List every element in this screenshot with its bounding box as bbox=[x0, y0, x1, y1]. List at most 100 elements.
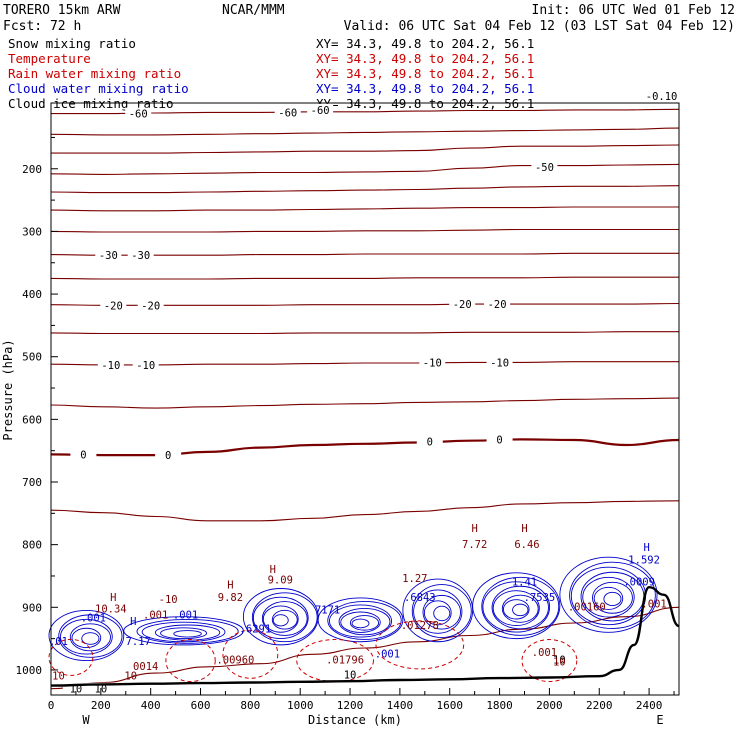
field-value-label: H bbox=[521, 523, 527, 535]
cloud-water-contour bbox=[559, 556, 658, 633]
legend-label-cloud-water: Cloud water mixing ratio bbox=[8, 81, 189, 96]
isotherm-line bbox=[51, 144, 680, 154]
isotherm-label-bg bbox=[274, 106, 301, 118]
isotherm-line bbox=[50, 206, 679, 212]
cloud-water-contour bbox=[160, 627, 208, 640]
cloud-water-contour bbox=[492, 590, 540, 626]
x-tick-label: 800 bbox=[240, 699, 260, 712]
isotherm-label-bg bbox=[416, 435, 443, 447]
field-value-label: 1.41 bbox=[512, 576, 537, 588]
isotherm-label: 0 bbox=[427, 436, 433, 448]
isotherm-label-bg bbox=[155, 449, 182, 461]
cloud-water-contour bbox=[252, 596, 309, 640]
cloud-water-contour bbox=[136, 619, 239, 644]
isotherm-label-bg bbox=[97, 358, 124, 370]
field-value-label: H bbox=[643, 542, 649, 554]
x-axis-label: Distance (km) bbox=[308, 713, 402, 727]
rain-contour bbox=[296, 639, 374, 683]
isotherm-label-bg bbox=[546, 653, 573, 665]
rain-contour bbox=[375, 620, 465, 670]
x-axis-ticks: 0 200 400 600 800 1000 1200 1400 1600 1800 2000 220… bbox=[48, 688, 675, 712]
cloud-water-contour bbox=[582, 576, 635, 618]
cloud-water-contour bbox=[569, 561, 656, 629]
cloud-water-contour bbox=[340, 611, 381, 633]
rain-contour bbox=[222, 629, 279, 679]
isotherm-label: 10 bbox=[553, 654, 566, 666]
field-value-label: .001 bbox=[143, 610, 168, 622]
cloud-water-contour bbox=[272, 614, 289, 627]
field-value-label: H bbox=[270, 564, 276, 576]
isotherm-label-bg bbox=[484, 298, 511, 310]
field-value-label: 0014 bbox=[133, 661, 158, 673]
field-value-label: -10 bbox=[159, 594, 178, 606]
y-axis-ticks: 200 300 400 500 600 700 800 900 1000 bbox=[16, 136, 58, 677]
isotherm-label: 0 bbox=[80, 449, 86, 461]
isotherm-label: 0 bbox=[165, 450, 171, 462]
isotherm-label: -60 bbox=[129, 109, 148, 121]
cloud-water-contour bbox=[433, 605, 451, 622]
isotherm-label-bg bbox=[419, 356, 446, 368]
field-value-label: .00960 bbox=[216, 655, 254, 667]
isotherm-label-bg bbox=[132, 358, 159, 370]
x-tick-label: 0 bbox=[48, 699, 55, 712]
legend: Snow mixing ratio XY= 34.3, 49.8 to 204.… bbox=[8, 36, 534, 111]
isotherm-line bbox=[51, 108, 680, 115]
cloud-water-contour bbox=[349, 615, 380, 631]
cloud-water-contour bbox=[512, 603, 529, 617]
legend-xy-temperature: XY= 34.3, 49.8 to 204.2, 56.1 bbox=[316, 51, 534, 66]
field-value-label: .001 bbox=[532, 647, 557, 659]
isotherm-label: -10 bbox=[423, 357, 442, 369]
field-value-label: H bbox=[471, 523, 477, 535]
isotherm-label: -50 bbox=[535, 162, 554, 174]
isotherm-label-bg bbox=[531, 160, 558, 172]
isotherm-label: -10 bbox=[136, 360, 155, 372]
cloud-water-contour bbox=[141, 621, 226, 643]
cloud-water-contour bbox=[328, 604, 393, 638]
field-value-label: .00160 bbox=[568, 601, 606, 613]
x-tick-label: 1400 bbox=[387, 699, 414, 712]
cloud-water-contour bbox=[351, 618, 370, 629]
y-tick-label: 200 bbox=[22, 163, 42, 176]
isotherm-label-bg bbox=[62, 682, 89, 694]
isotherm-line bbox=[50, 252, 679, 256]
cloud-water-contour bbox=[413, 589, 463, 634]
isotherm-line bbox=[50, 500, 680, 522]
cloud-water-contour bbox=[60, 618, 113, 655]
isotherm-label-bg bbox=[70, 448, 97, 460]
isotherm-label: -20 bbox=[141, 300, 160, 312]
field-value-label: .001 bbox=[375, 648, 400, 660]
plot-frame bbox=[50, 102, 680, 696]
cloud-water-contour bbox=[472, 572, 561, 640]
isotherm-line bbox=[50, 331, 679, 335]
field-value-label: .001 bbox=[173, 610, 198, 622]
x-tick-label: 2000 bbox=[536, 699, 563, 712]
isotherm-label: 0 bbox=[496, 434, 502, 446]
legend-xy-snow: XY= 34.3, 49.8 to 204.2, 56.1 bbox=[316, 36, 534, 51]
y-tick-label: 1000 bbox=[16, 664, 43, 677]
cloud-water-contour bbox=[422, 594, 461, 630]
isotherm-label-bg bbox=[449, 298, 476, 310]
field-value-label: 10 bbox=[553, 657, 566, 669]
field-value-label: 10 bbox=[52, 670, 65, 682]
legend-xy-cloud-water: XY= 34.3, 49.8 to 204.2, 56.1 bbox=[316, 81, 534, 96]
isotherm-line bbox=[50, 276, 679, 280]
field-value-label: 9.09 bbox=[268, 574, 293, 586]
field-value-label: 10.34 bbox=[95, 603, 127, 615]
field-value-label: .01278 bbox=[401, 620, 439, 632]
y-tick-label: 800 bbox=[22, 539, 42, 552]
x-tick-label: 1800 bbox=[486, 699, 513, 712]
cloud-water-contour bbox=[423, 600, 452, 626]
cloud-water-contour bbox=[327, 600, 402, 640]
isotherm-label-bg bbox=[125, 107, 152, 119]
center-title: NCAR/MMM bbox=[222, 3, 285, 18]
field-value-label: -0.10 bbox=[646, 91, 678, 103]
isotherm-label: 10 bbox=[344, 669, 357, 681]
cloud-water-contour bbox=[501, 594, 539, 623]
isotherm-line bbox=[50, 606, 680, 690]
legend-label-temperature: Temperature bbox=[8, 51, 91, 66]
field-value-label: .6291 bbox=[240, 623, 272, 635]
isotherm-line bbox=[50, 228, 679, 233]
x-tick-label: 1600 bbox=[436, 699, 463, 712]
rain-contours bbox=[48, 620, 578, 683]
